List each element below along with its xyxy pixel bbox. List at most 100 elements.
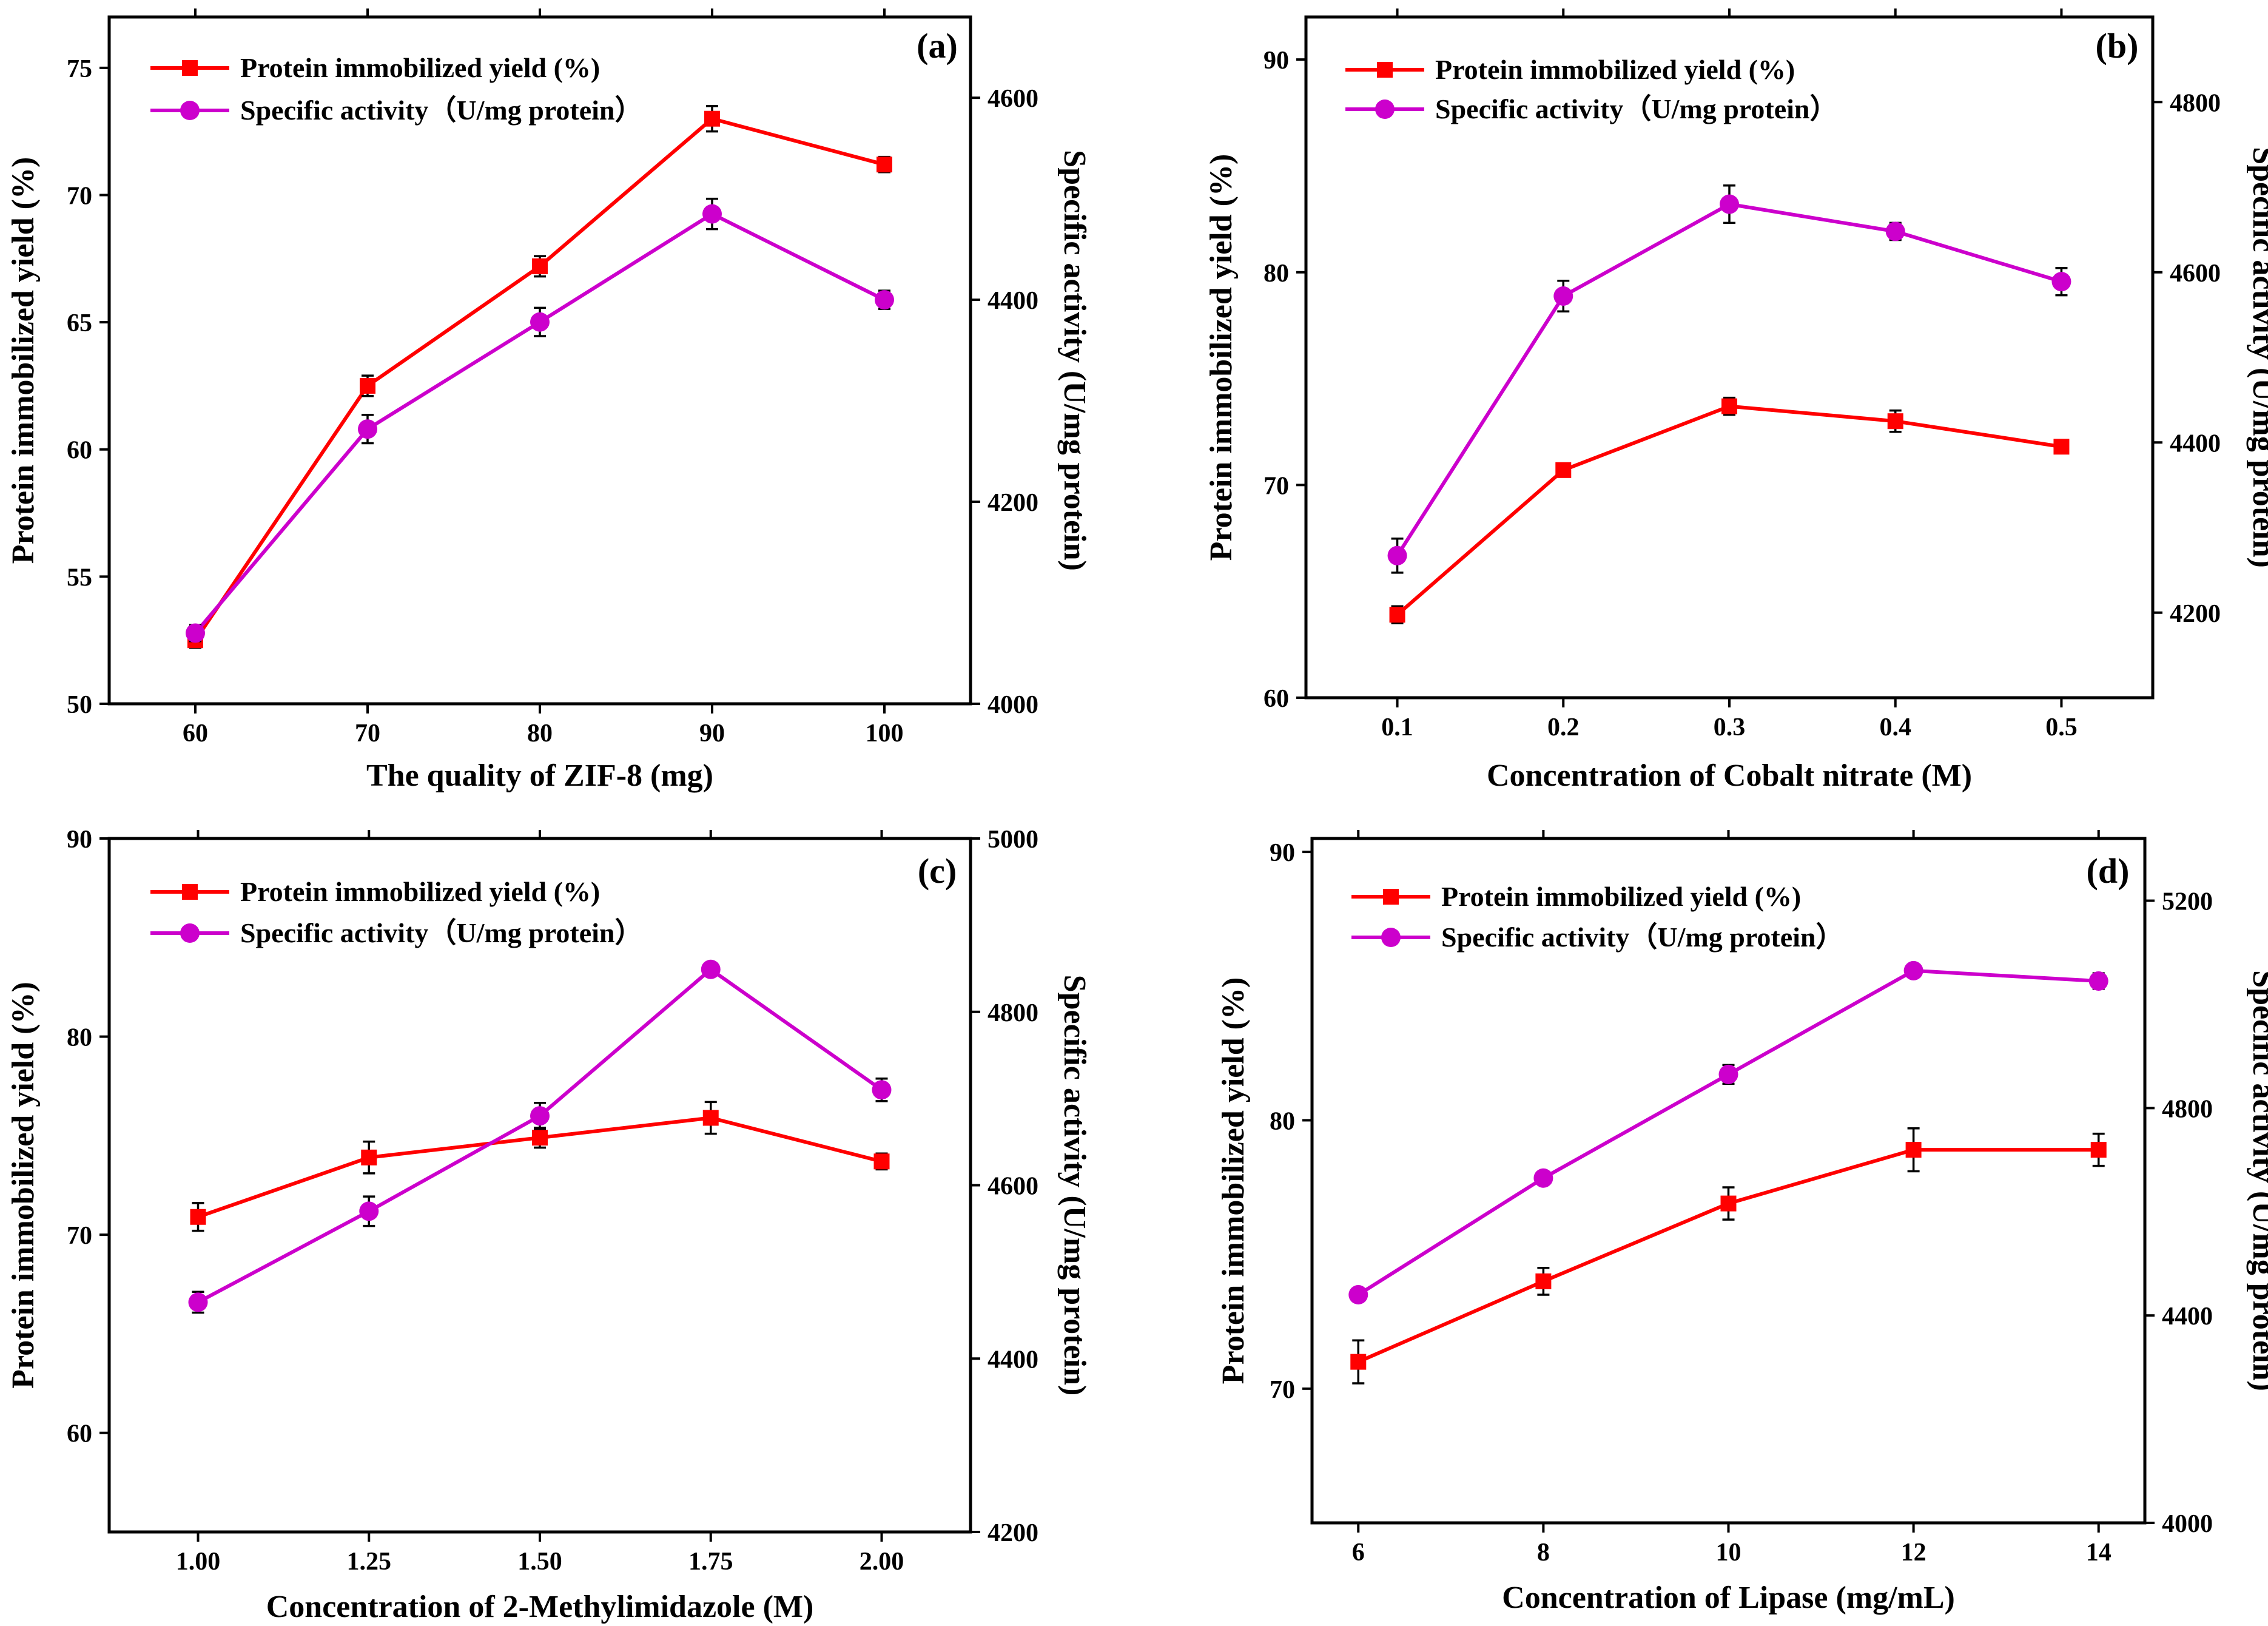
legend-marker (1383, 889, 1399, 905)
legend-label: Protein immobilized yield (%) (1435, 54, 1795, 85)
series-specific-activity (1348, 960, 2108, 1304)
y2-tick-label: 4200 (988, 1519, 1038, 1547)
y-tick-label: 80 (67, 1024, 92, 1052)
y-tick-label: 70 (1264, 472, 1289, 500)
data-point (188, 1292, 208, 1312)
series-line (1357, 968, 2099, 1297)
data-point (2090, 1142, 2107, 1158)
y-tick-label: 80 (1264, 260, 1289, 288)
x-tick-label: 14 (2086, 1539, 2112, 1567)
data-point (1387, 545, 1407, 565)
data-point (1720, 1195, 1737, 1212)
y-tick-label: 60 (67, 437, 92, 465)
series-specific-activity (1387, 184, 2071, 574)
data-point (530, 1106, 550, 1126)
y-tick-label: 80 (1270, 1107, 1295, 1135)
y-tick-label: 75 (67, 55, 92, 83)
x-tick-label: 0.2 (1547, 713, 1580, 741)
x-tick-label: 1.00 (176, 1548, 221, 1576)
legend-marker (1381, 928, 1401, 947)
y-tick-label: 60 (67, 1420, 92, 1448)
data-point (1887, 413, 1903, 430)
y2-tick-label: 4800 (2162, 1095, 2213, 1123)
y2-tick-label: 5000 (988, 826, 1038, 854)
data-point (1721, 398, 1737, 414)
y-tick-label: 50 (67, 691, 92, 719)
x-tick-label: 90 (699, 720, 725, 747)
data-point (1533, 1168, 1553, 1188)
x-tick-label: 8 (1537, 1539, 1550, 1567)
x-tick-label: 1.50 (517, 1548, 562, 1576)
data-point (702, 204, 722, 224)
data-point (532, 258, 548, 274)
series-line (1396, 404, 2062, 616)
y2-tick-label: 4600 (988, 1173, 1038, 1201)
legend-marker (180, 101, 200, 120)
x-tick-label: 100 (866, 720, 904, 747)
y2-tick-label: 4600 (2170, 260, 2221, 288)
data-point (530, 312, 550, 332)
chart-panel-b: 0.1 0.2 0.3 0.4 0.5 60 70 80 90 4200 4400 4600 4800 P… (1204, 8, 2268, 793)
data-point (702, 1110, 719, 1126)
y-tick-label: 90 (1264, 47, 1289, 75)
x-tick-label: 6 (1352, 1539, 1365, 1567)
legend-label: Protein immobilized yield (%) (1441, 881, 1801, 912)
legend: Protein immobilized yield (%) Specific ac… (150, 876, 643, 948)
series-specific-activity (186, 197, 894, 643)
legend-marker (180, 923, 200, 943)
y-tick-label: 60 (1264, 685, 1289, 713)
y2-tick-label: 4800 (988, 999, 1038, 1027)
data-point (359, 1201, 379, 1221)
series-protein-yield (187, 104, 892, 649)
y2-axis-title: Specific activity (U/mg protein) (2246, 147, 2268, 568)
y-tick-label: 55 (67, 564, 92, 592)
data-point (704, 110, 720, 127)
y2-tick-label: 4600 (988, 85, 1038, 113)
data-point (532, 1130, 548, 1146)
x-tick-label: 60 (183, 720, 208, 747)
data-point (872, 1080, 892, 1100)
data-point (186, 623, 205, 643)
data-point (2088, 971, 2108, 991)
legend-label: Specific activity（U/mg protein） (1435, 93, 1838, 124)
y2-tick-label: 4200 (988, 489, 1038, 517)
legend-label: Specific activity（U/mg protein） (1441, 922, 1844, 953)
series-line (1358, 1148, 2099, 1364)
series-protein-yield (1350, 1127, 2107, 1385)
legend-label: Specific activity（U/mg protein） (240, 95, 643, 126)
data-point (361, 1149, 377, 1166)
x-axis-title: Concentration of Lipase (mg/mL) (1502, 1580, 1955, 1615)
y2-axis-title: Specific activity (U/mg protein) (2246, 970, 2268, 1391)
x-axis-title: Concentration of Cobalt nitrate (M) (1487, 758, 1972, 793)
legend: Protein immobilized yield (%) Specific ac… (150, 52, 643, 126)
panel-label: (d) (2087, 851, 2130, 891)
legend-marker (1377, 62, 1393, 78)
data-point (1553, 286, 1573, 306)
panel-label: (c) (918, 851, 957, 891)
series-protein-yield (190, 1101, 890, 1232)
y-axis-title: Protein immobilized yield (%) (1204, 154, 1239, 561)
data-point (358, 419, 377, 439)
data-point (1903, 960, 1923, 980)
legend-label: Protein immobilized yield (%) (240, 52, 600, 83)
legend: Protein immobilized yield (%) Specific ac… (1351, 881, 1844, 953)
y2-tick-label: 4200 (2170, 600, 2221, 628)
y-axis-title: Protein immobilized yield (%) (6, 982, 41, 1389)
y-axis-title: Protein immobilized yield (%) (1216, 977, 1251, 1385)
data-point (873, 1153, 890, 1170)
chart-panel-a: 60 70 80 90 100 50 55 60 65 70 75 4000 4200 4400 4600 P… (6, 8, 1092, 793)
x-tick-label: 12 (1901, 1539, 1926, 1567)
data-point (1555, 462, 1572, 478)
y2-axis-title: Specific activity (U/mg protein) (1057, 975, 1092, 1396)
legend-marker (1375, 100, 1395, 119)
data-point (1389, 607, 1405, 623)
panel-label: (b) (2096, 26, 2139, 66)
y2-tick-label: 4800 (2170, 89, 2221, 117)
chart-panel-c: 1.00 1.25 1.50 1.75 2.00 60 70 80 90 4200 4400 4600… (6, 826, 1092, 1624)
x-tick-label: 70 (355, 720, 380, 747)
x-tick-label: 0.3 (1714, 713, 1746, 741)
legend-label: Protein immobilized yield (%) (240, 876, 600, 907)
legend-marker (182, 884, 198, 900)
x-tick-label: 0.4 (1879, 713, 1911, 741)
x-axis-title: The quality of ZIF-8 (mg) (366, 758, 713, 793)
